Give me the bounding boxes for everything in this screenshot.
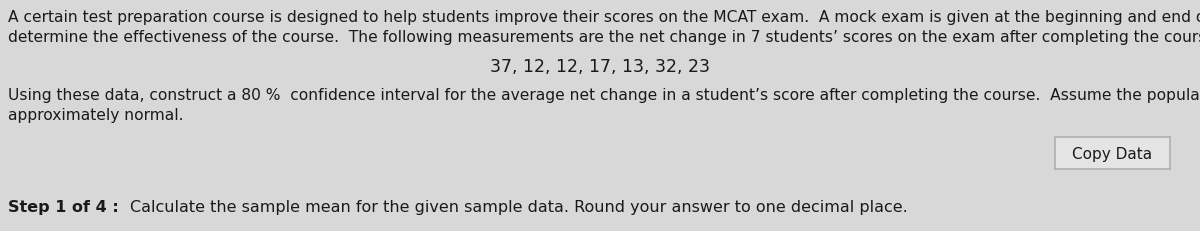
Text: Copy Data: Copy Data [1073,146,1152,161]
Text: Using these data, construct a 80 %  confidence interval for the average net chan: Using these data, construct a 80 % confi… [8,88,1200,103]
Text: Step 1 of 4 :: Step 1 of 4 : [8,199,130,214]
Text: Calculate the sample mean for the given sample data. Round your answer to one de: Calculate the sample mean for the given … [130,199,907,214]
Text: 37, 12, 12, 17, 13, 32, 23: 37, 12, 12, 17, 13, 32, 23 [490,58,710,76]
Text: A certain test preparation course is designed to help students improve their sco: A certain test preparation course is des… [8,10,1200,25]
Text: approximately normal.: approximately normal. [8,108,184,122]
Text: determine the effectiveness of the course.  The following measurements are the n: determine the effectiveness of the cours… [8,30,1200,45]
